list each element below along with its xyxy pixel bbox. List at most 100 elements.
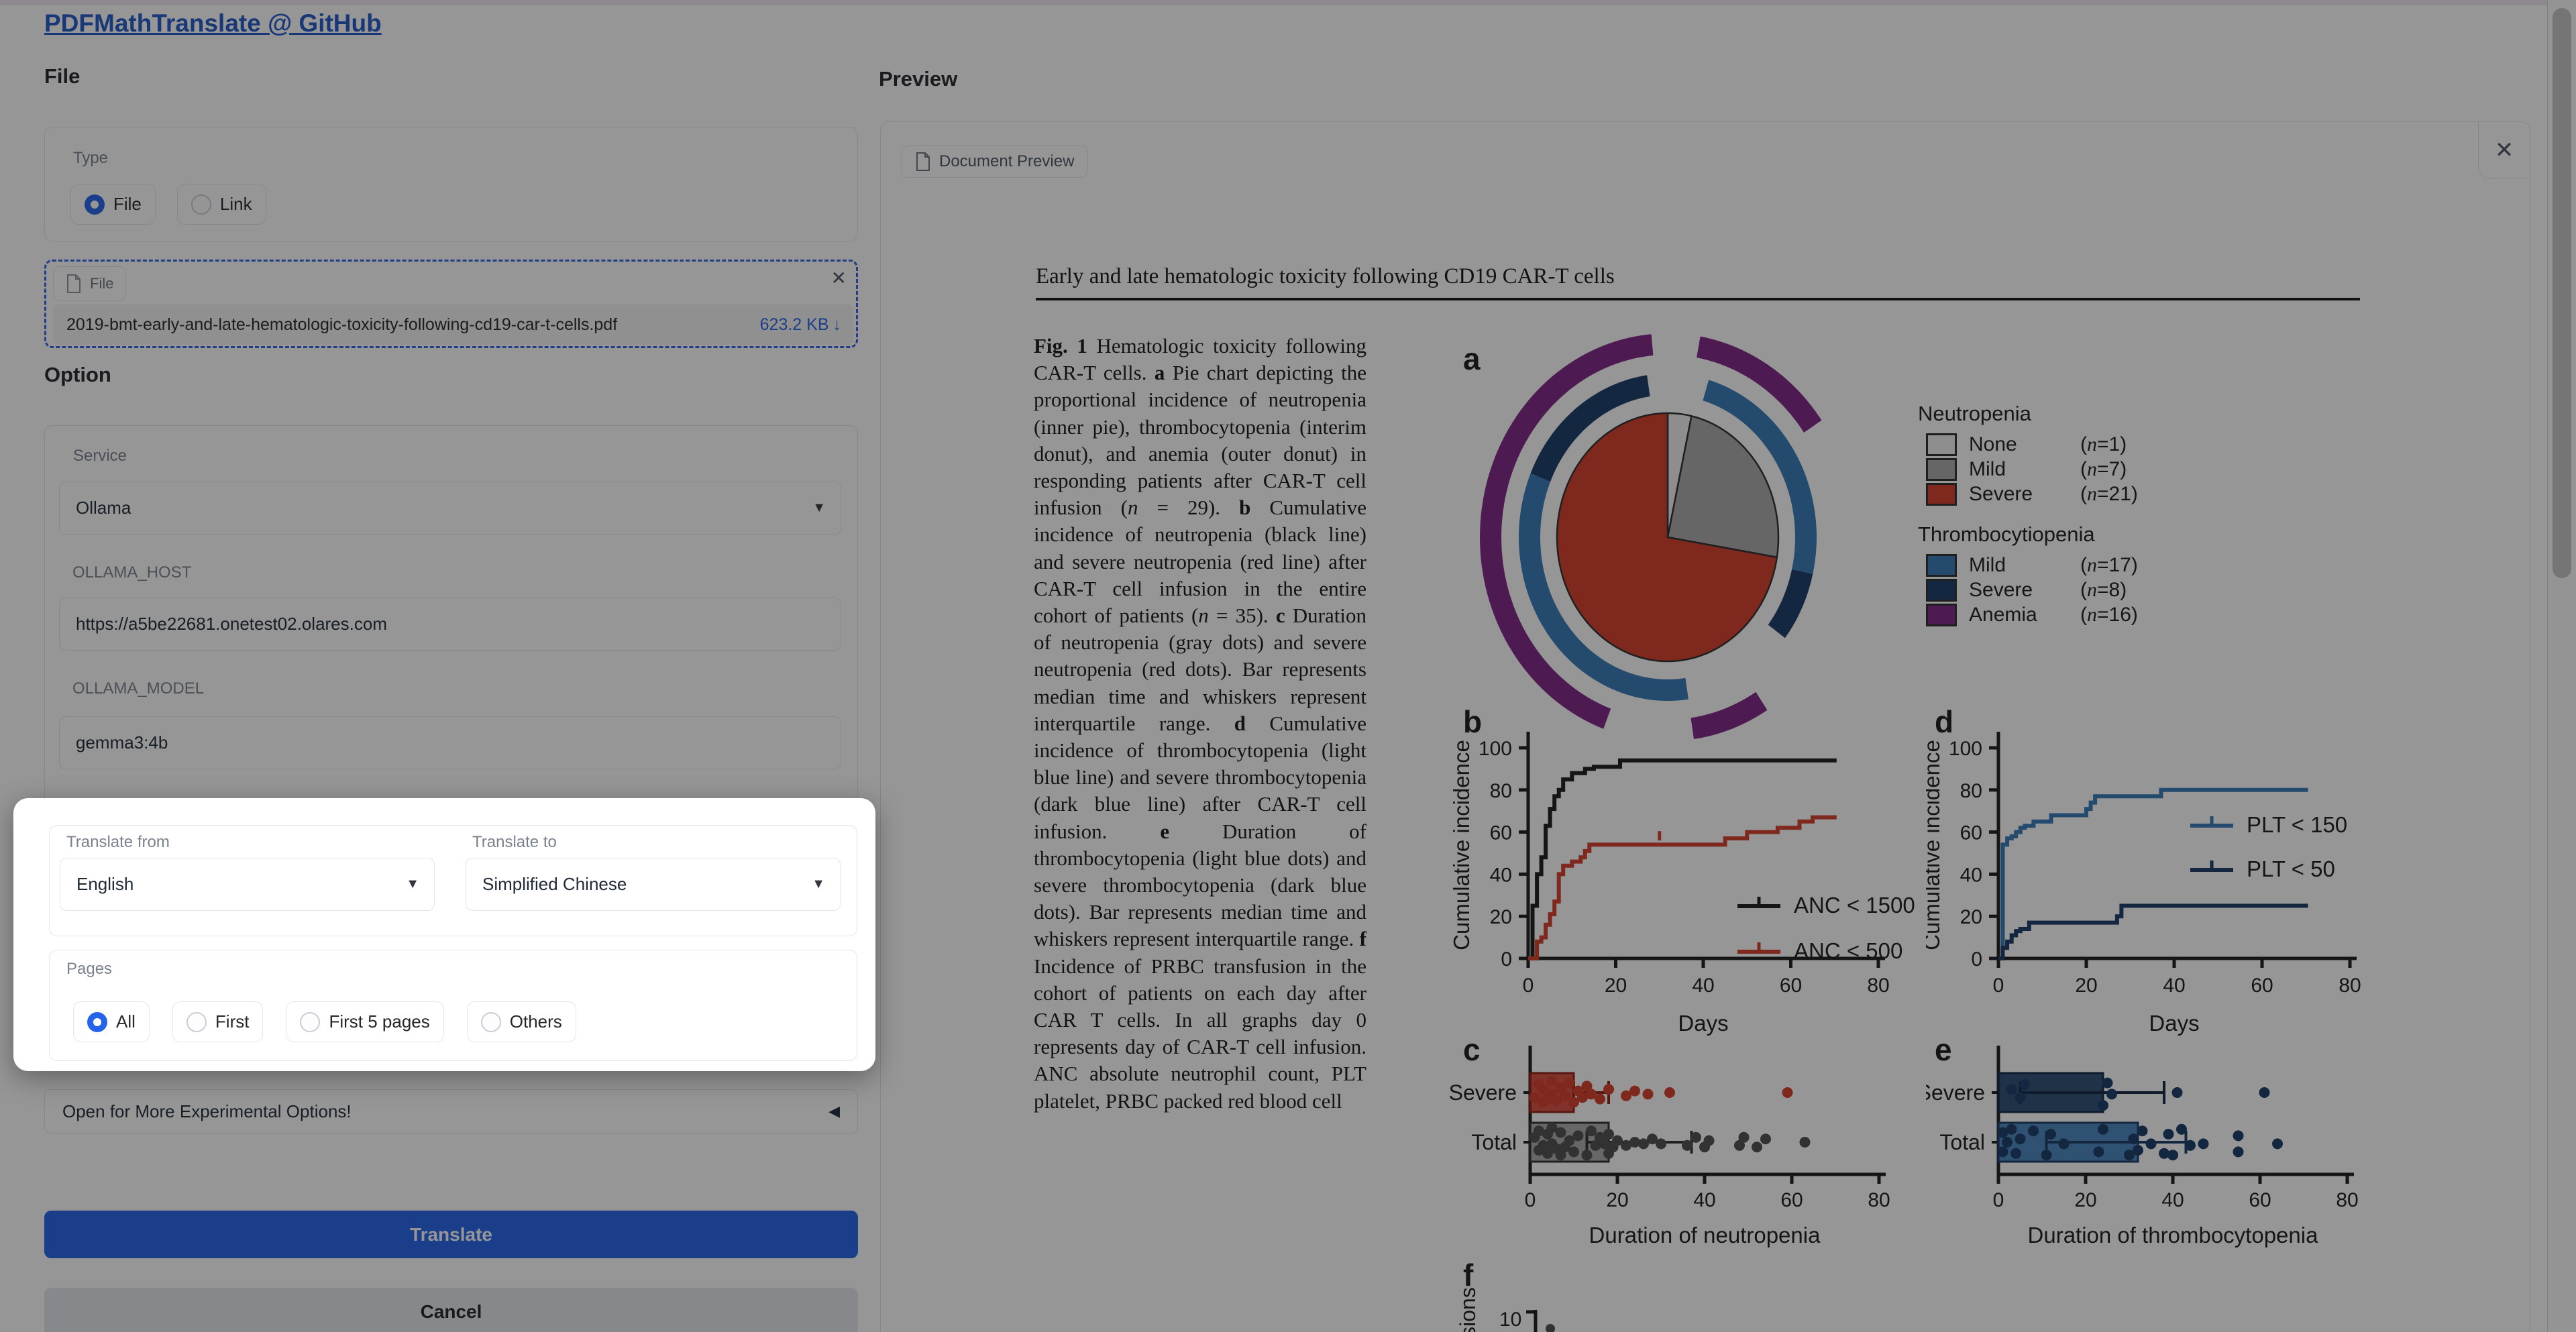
svg-text:80: 80 <box>1490 780 1512 802</box>
page-scrollbar-track[interactable] <box>2547 0 2576 1332</box>
radio-icon <box>186 1011 207 1032</box>
svg-text:20: 20 <box>1606 1189 1628 1211</box>
svg-text:0: 0 <box>1971 948 1982 970</box>
ollama-host-input[interactable]: https://a5be22681.onetest02.olares.com <box>59 598 841 651</box>
translate-to-select[interactable]: Simplified Chinese ▼ <box>466 858 841 911</box>
file-download-link[interactable]: 623.2 KB ↓ <box>760 315 841 335</box>
svg-text:PLT < 150: PLT < 150 <box>2247 812 2347 837</box>
ollama-model-label: OLLAMA_MODEL <box>72 679 205 698</box>
svg-text:sions: sions <box>1456 1287 1480 1332</box>
file-icon <box>67 274 80 293</box>
uploaded-filename: 2019-bmt-early-and-late-hematologic-toxi… <box>66 315 618 334</box>
file-dropzone[interactable]: File ✕ 2019-bmt-early-and-late-hematolog… <box>44 260 858 348</box>
site-title-link[interactable]: PDFMathTranslate @ GitHub <box>44 9 382 37</box>
close-preview-button[interactable]: ✕ <box>2478 122 2530 179</box>
svg-text:Days: Days <box>2149 1011 2199 1036</box>
svg-text:d: d <box>1935 704 1953 739</box>
svg-text:60: 60 <box>2249 1189 2271 1211</box>
type-option-file[interactable]: File <box>70 184 156 225</box>
svg-text:ANC < 1500: ANC < 1500 <box>1794 893 1915 918</box>
radio-icon <box>85 194 105 215</box>
svg-text:60: 60 <box>1780 975 1802 997</box>
pages-option-label: Others <box>509 1011 562 1032</box>
pages-option-first[interactable]: First <box>172 1001 264 1042</box>
page-top-strip <box>0 0 2576 5</box>
svg-text:40: 40 <box>2163 975 2185 997</box>
type-label: Type <box>73 149 109 167</box>
tour-spotlight-card: Translate from English ▼ Translate to Si… <box>13 798 875 1071</box>
document-preview-tab: Document Preview <box>901 146 1089 178</box>
svg-text:80: 80 <box>1867 975 1889 997</box>
pages-option-label: First 5 pages <box>329 1011 430 1032</box>
legend-swatch <box>1926 578 1957 602</box>
cancel-button[interactable]: Cancel <box>44 1288 858 1332</box>
service-value: Ollama <box>76 498 131 518</box>
legend-swatch <box>1926 603 1957 626</box>
svg-text:0: 0 <box>1523 975 1534 997</box>
svg-text:20: 20 <box>2075 975 2097 997</box>
svg-text:80: 80 <box>1960 780 1982 802</box>
legend-swatch <box>1926 553 1957 577</box>
svg-text:20: 20 <box>1960 906 1982 928</box>
pages-option-others[interactable]: Others <box>466 1001 576 1042</box>
svg-text:80: 80 <box>2336 1189 2358 1211</box>
experimental-options-accordion[interactable]: Open for More Experimental Options! ◀ <box>44 1089 858 1133</box>
translate-to-label: Translate to <box>472 833 557 851</box>
ollama-model-input[interactable]: gemma3:4b <box>59 716 841 769</box>
svg-text:40: 40 <box>1490 864 1512 886</box>
figure-caption: Fig. 1 Hematologic toxicity following CA… <box>1034 334 1366 1113</box>
svg-text:Severe: Severe <box>1449 1080 1517 1105</box>
svg-text:40: 40 <box>2161 1189 2184 1211</box>
remove-file-icon[interactable]: ✕ <box>830 268 847 288</box>
chevron-down-icon: ▼ <box>812 877 825 891</box>
pages-option-all[interactable]: All <box>73 1001 150 1042</box>
type-group-box: Type <box>44 127 858 241</box>
radio-icon <box>191 194 211 215</box>
ollama-host-value: https://a5be22681.onetest02.olares.com <box>76 614 387 634</box>
uploaded-file-row[interactable]: 2019-bmt-early-and-late-hematologic-toxi… <box>53 304 853 345</box>
svg-text:0: 0 <box>1501 948 1512 970</box>
translate-to-value: Simplified Chinese <box>482 874 627 894</box>
service-select[interactable]: Ollama ▼ <box>59 482 841 535</box>
pages-option-label: First <box>215 1011 250 1032</box>
legend-item-severe: Severe (n=21) <box>1913 482 2275 506</box>
accordion-label: Open for More Experimental Options! <box>62 1101 352 1121</box>
legend-item-none: None (n=1) <box>1913 432 2275 457</box>
pages-option-first-5-pages[interactable]: First 5 pages <box>286 1001 444 1042</box>
svg-text:20: 20 <box>1605 975 1627 997</box>
translate-button[interactable]: Translate <box>44 1211 858 1258</box>
ollama-host-label: OLLAMA_HOST <box>72 563 192 581</box>
svg-text:c: c <box>1463 1034 1481 1067</box>
file-tab-chip: File <box>53 266 127 301</box>
document-preview-label: Document Preview <box>939 152 1075 170</box>
svg-text:10: 10 <box>1499 1309 1521 1331</box>
svg-text:0: 0 <box>1525 1189 1536 1211</box>
svg-text:100: 100 <box>1949 738 1982 760</box>
file-tab-label: File <box>90 275 114 292</box>
option-section-heading: Option <box>44 363 111 386</box>
chevron-down-icon: ▼ <box>812 500 826 515</box>
svg-text:Severe: Severe <box>1926 1080 1985 1105</box>
svg-text:40: 40 <box>1692 975 1714 997</box>
page-scrollbar-thumb[interactable] <box>2553 8 2571 578</box>
legend-swatch <box>1926 433 1957 456</box>
translate-from-select[interactable]: English ▼ <box>60 858 435 911</box>
language-group-box: Translate from English ▼ Translate to Si… <box>49 825 857 936</box>
svg-text:40: 40 <box>1693 1189 1715 1211</box>
type-option-label: File <box>113 194 142 214</box>
legend-swatch <box>1926 482 1957 506</box>
svg-text:Days: Days <box>1678 1011 1728 1036</box>
type-option-link[interactable]: Link <box>176 184 266 225</box>
svg-text:b: b <box>1463 704 1482 739</box>
svg-text:f: f <box>1463 1258 1474 1292</box>
legend-item-mild: Mild (n=7) <box>1913 457 2275 482</box>
document-preview-panel: Document Preview ✕ Early and late hemato… <box>880 121 2530 1332</box>
legend-group-title: Thrombocytiopenia <box>1918 522 2095 546</box>
translate-from-label: Translate from <box>66 833 170 851</box>
svg-text:80: 80 <box>2339 975 2361 997</box>
radio-icon <box>480 1011 501 1032</box>
panel-a-legend: Neutropenia None (n=1) Mild (n=7) Severe (n=21… <box>1913 402 2275 627</box>
pages-label: Pages <box>66 960 113 978</box>
